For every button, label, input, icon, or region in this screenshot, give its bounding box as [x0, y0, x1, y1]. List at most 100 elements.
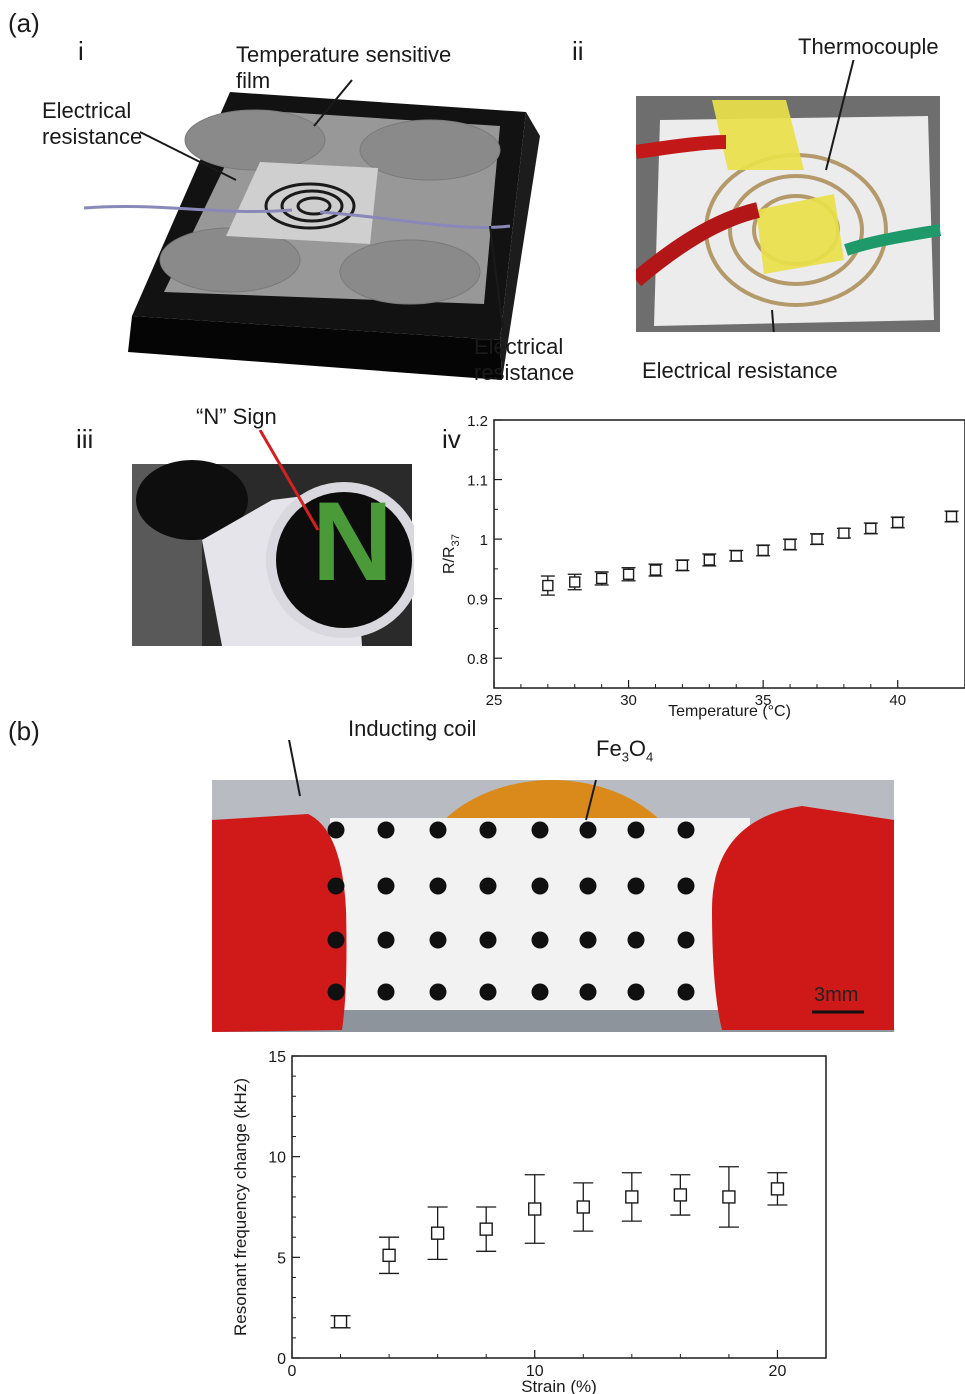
data-point: [569, 576, 581, 588]
data-point: [784, 538, 796, 551]
data-point: [722, 1190, 736, 1204]
y-tick-label: 1: [480, 532, 488, 549]
data-point: [625, 1190, 639, 1204]
fe3o4-dot: [327, 821, 345, 839]
data-point: [770, 1182, 785, 1196]
fe3o4-dot: [377, 877, 395, 895]
fe3o4-dot: [429, 821, 447, 839]
annotation-inducting-coil: Inducting coil: [348, 716, 477, 741]
chart-resistance-vs-temperature: 0.8 0.9 1 1.1 1.2 25 30 35 40 Temperature (°C) R/R…: [441, 413, 965, 720]
annotation-thermocouple: Thermocouple: [798, 34, 939, 59]
plot-frame: [291, 1055, 827, 1359]
y-tick-label: 10: [268, 1150, 286, 1167]
fe3o4-dot: [429, 983, 447, 1001]
fe3o4-dot: [479, 931, 497, 949]
subpanel-i-label: i: [78, 36, 84, 66]
fe3o4-dot: [627, 821, 645, 839]
fe3o4-dot: [627, 983, 645, 1001]
fe3o4-dot: [377, 931, 395, 949]
scale-bar-label: 3mm: [814, 984, 859, 1006]
y-axis-label: Resonant frequency change (kHz): [231, 1078, 250, 1336]
fe3o4-dot: [479, 877, 497, 895]
data-point: [542, 579, 554, 592]
fe3o4-dot: [677, 983, 695, 1001]
n-sign-letter: N: [312, 479, 393, 604]
fe3o4-dot: [677, 931, 695, 949]
data-point: [811, 533, 823, 545]
data-point: [892, 516, 904, 529]
data-point: [528, 1202, 542, 1216]
fe3o4-dot: [579, 931, 597, 949]
fe3o4-dot: [677, 821, 695, 839]
fe3o4-dot: [327, 931, 345, 949]
fe3o4-dot: [531, 821, 549, 839]
x-axis-label: Temperature (°C): [668, 703, 791, 720]
y-tick-label: 0: [277, 1351, 286, 1368]
fe3o4-dot: [627, 877, 645, 895]
subpanel-ii-label: ii: [572, 36, 584, 66]
x-tick-label: 40: [889, 692, 906, 709]
data-point: [865, 522, 877, 535]
subpanel-iii-label: iii: [76, 424, 94, 454]
x-tick-label: 20: [769, 1363, 787, 1380]
strain-sample-photo: [212, 740, 894, 1032]
fe3o4-dot: [429, 877, 447, 895]
y-axis-label: R/R37: [441, 534, 462, 574]
x-tick-label: 35: [755, 692, 772, 709]
data-point: [479, 1222, 493, 1236]
y-tick-label: 15: [268, 1049, 286, 1066]
x-tick-label: 30: [620, 692, 637, 709]
x-axis-label: Strain (%): [521, 1377, 597, 1394]
plot-frame: [493, 419, 965, 689]
annotation-temperature-film: Temperature sensitive film: [236, 42, 452, 93]
fe3o4-dot: [531, 931, 549, 949]
fe3o4-dot: [579, 821, 597, 839]
thermocouple-photo: [636, 60, 942, 332]
data-point: [649, 564, 662, 576]
x-tick-label: 25: [486, 692, 503, 709]
y-tick-label: 5: [277, 1250, 286, 1267]
annotation-fe3o4: Fe3O4: [596, 736, 654, 765]
fe3o4-dot: [327, 877, 345, 895]
data-point: [673, 1188, 688, 1202]
device-schematic-illustration: [83, 79, 540, 380]
annotation-resistance-left: Electrical resistance: [42, 98, 143, 149]
data-point: [838, 527, 850, 539]
y-tick-label: 0.9: [467, 592, 488, 609]
data-point: [430, 1226, 445, 1240]
fe3o4-dot: [627, 931, 645, 949]
data-point: [622, 568, 635, 580]
annotation-resistance-right: Electrical resistance: [474, 334, 575, 385]
x-tick-label: 10: [526, 1363, 544, 1380]
fe3o4-dot: [377, 983, 395, 1001]
annotation-n-sign: “N” Sign: [196, 404, 277, 429]
y-tick-label: 1.2: [467, 413, 488, 430]
fe3o4-dot: [531, 877, 549, 895]
data-point: [595, 572, 608, 585]
data-point: [576, 1200, 590, 1214]
fe3o4-dot: [479, 983, 497, 1001]
panel-b-label: (b): [8, 716, 40, 746]
fe3o4-dot: [579, 983, 597, 1001]
subpanel-iv-label: iv: [442, 424, 461, 454]
data-point: [945, 510, 958, 523]
fe3o4-dot: [579, 877, 597, 895]
y-tick-label: 1.1: [467, 473, 488, 490]
data-point: [676, 559, 689, 572]
fe3o4-dot: [327, 983, 345, 1001]
fe3o4-dot: [531, 983, 549, 1001]
fe3o4-dot: [479, 821, 497, 839]
panel-a-label: (a): [8, 8, 40, 38]
data-point: [333, 1315, 348, 1329]
y-tick-label: 0.8: [467, 651, 488, 668]
data-point: [730, 550, 742, 562]
fe3o4-dot: [677, 877, 695, 895]
annotation-electrical-resistance: Electrical resistance: [642, 358, 838, 383]
fe3o4-dot: [377, 821, 395, 839]
data-point: [703, 554, 716, 566]
data-point: [757, 544, 769, 557]
x-tick-label: 0: [288, 1363, 297, 1380]
data-point: [382, 1248, 396, 1263]
n-sign-photo: [132, 430, 414, 646]
chart-frequency-vs-strain: 0 5 10 15 0 10 20 Strain (%) Resonant frequency …: [231, 1049, 827, 1394]
